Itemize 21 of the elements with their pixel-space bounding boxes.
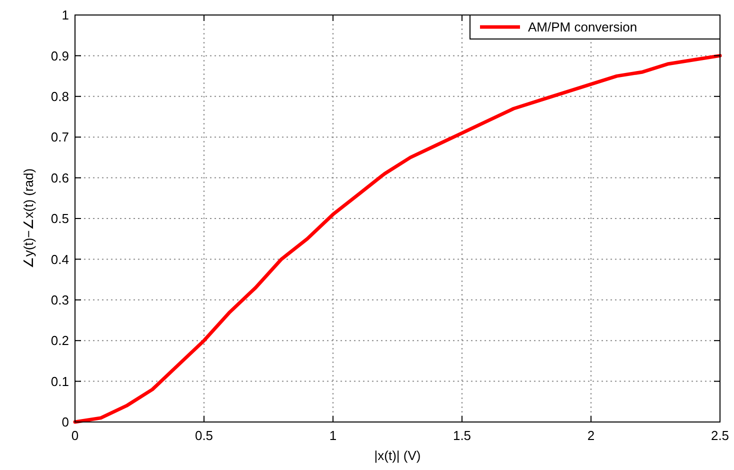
x-tick-label: 1 (329, 428, 337, 443)
x-tick-label: 1.5 (452, 428, 472, 443)
y-tick-label: 0.5 (50, 211, 69, 226)
x-tick-label: 2.5 (710, 428, 730, 443)
y-tick-label: 0.9 (50, 48, 69, 64)
x-tick-label: 0.5 (194, 428, 214, 443)
y-axis-title: ∠y(t)−∠x(t) (rad) (21, 168, 36, 269)
line-series (73, 54, 722, 424)
y-tick-label: 1 (62, 8, 69, 23)
y-tick-label: 0.8 (50, 88, 69, 104)
y-tick-label: 0.1 (50, 374, 69, 389)
y-tick-label: 0.2 (50, 333, 69, 348)
x-axis-title: |x(t)| (V) (374, 448, 421, 463)
y-tick-label: 0.4 (50, 252, 69, 267)
y-tick-label: 0.3 (50, 292, 69, 308)
x-tick-label: 2 (587, 428, 595, 443)
y-tick-label: 0.6 (50, 170, 69, 186)
y-tick-label: 0 (62, 414, 69, 430)
x-tick-label: 0 (71, 428, 79, 443)
y-tick-label: 0.7 (50, 130, 69, 145)
legend-label: AM/PM conversion (528, 20, 638, 35)
